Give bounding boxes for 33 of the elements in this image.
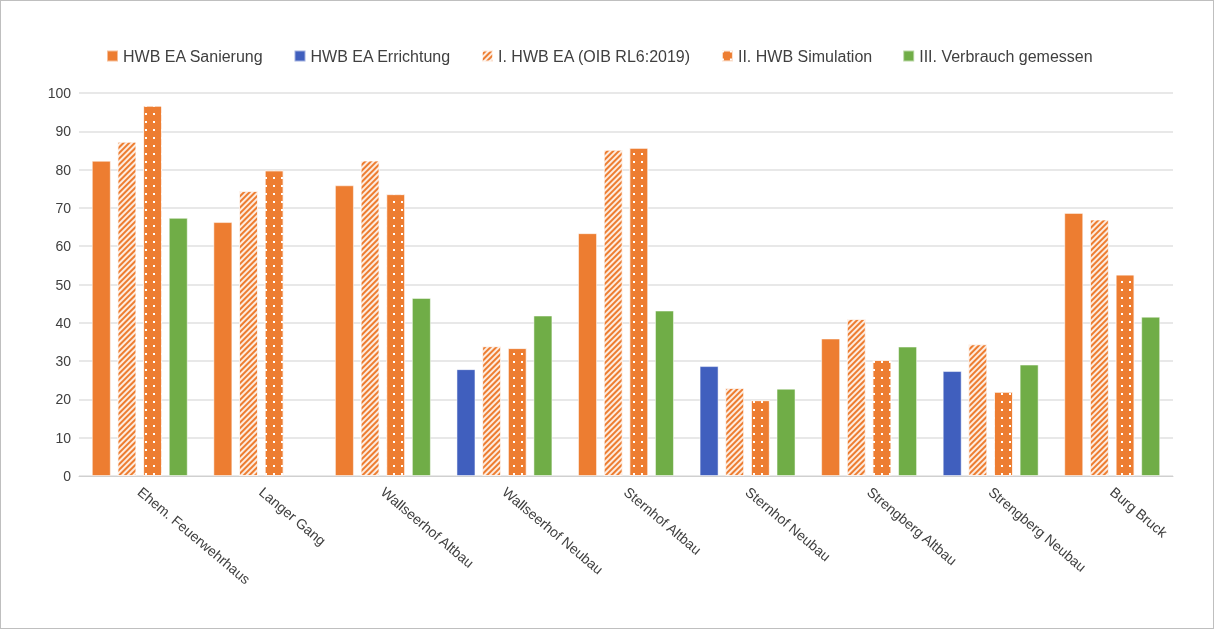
y-tick-label: 80 bbox=[55, 161, 72, 178]
y-tick-label: 50 bbox=[55, 276, 72, 293]
y-tick-label: 0 bbox=[63, 468, 72, 484]
bar bbox=[213, 222, 233, 476]
legend-label: HWB EA Errichtung bbox=[310, 47, 451, 65]
bar bbox=[578, 233, 598, 476]
bar bbox=[91, 160, 111, 476]
y-tick-label: 100 bbox=[47, 85, 72, 101]
bar bbox=[334, 185, 354, 476]
bar bbox=[1141, 316, 1161, 476]
y-tick-label: 60 bbox=[55, 238, 72, 255]
y-tick-label: 20 bbox=[55, 391, 72, 408]
bar bbox=[942, 371, 962, 476]
y-tick-label: 40 bbox=[55, 314, 72, 331]
bar bbox=[411, 297, 431, 476]
y-tick-label: 10 bbox=[55, 429, 72, 446]
y-tick-label: 70 bbox=[55, 199, 72, 216]
bar bbox=[456, 369, 476, 476]
bar bbox=[699, 366, 719, 476]
y-tick-label: 90 bbox=[55, 123, 72, 140]
bar bbox=[1064, 212, 1084, 476]
bar bbox=[898, 346, 918, 476]
bar bbox=[533, 315, 553, 476]
legend-label: I. HWB EA (OIB RL6:2019) bbox=[497, 47, 691, 65]
bar bbox=[821, 338, 841, 476]
bar bbox=[654, 310, 674, 476]
bar bbox=[1019, 364, 1039, 476]
legend-label: III. Verbrauch gemessen bbox=[919, 47, 1093, 65]
legend-label: HWB EA Sanierung bbox=[123, 47, 263, 65]
y-tick-label: 30 bbox=[55, 353, 72, 370]
bar bbox=[776, 388, 796, 476]
legend-label: II. HWB Simulation bbox=[737, 47, 873, 65]
bar bbox=[168, 217, 188, 476]
